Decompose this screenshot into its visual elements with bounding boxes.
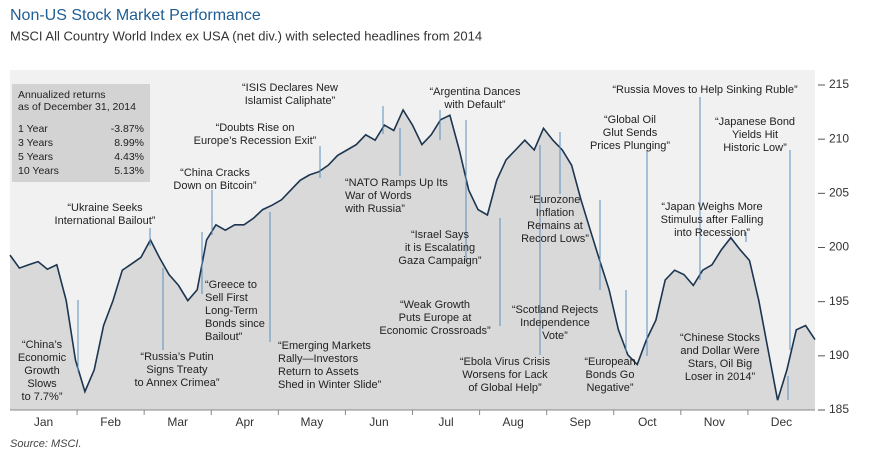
annotation: of Global Help” xyxy=(468,382,542,394)
y-tick-label: 210 xyxy=(829,131,849,145)
annotation: Long-Term xyxy=(205,305,258,317)
x-tick-label: Jan xyxy=(34,415,53,429)
annotation: Vote” xyxy=(542,330,568,342)
inset-label: 5 Years xyxy=(18,151,53,163)
annotation: Islamist Caliphate” xyxy=(245,95,336,107)
annotation: “Weak Growth xyxy=(400,299,470,311)
annotation: Shed in Winter Slide” xyxy=(278,379,382,391)
inset-title: as of December 31, 2014 xyxy=(18,101,136,113)
x-tick-label: May xyxy=(301,415,324,429)
annotation: Down on Bitcoin” xyxy=(173,180,256,192)
annotation: Economic xyxy=(18,352,67,364)
annotation: with Russia” xyxy=(344,203,405,215)
annotation: “Emerging Markets xyxy=(278,340,371,352)
annotation: Historic Low” xyxy=(723,142,787,154)
x-tick-label: Dec xyxy=(771,415,792,429)
annotation: “Japan Weighs More xyxy=(661,201,762,213)
annotation: into Recession” xyxy=(674,227,750,239)
annotation: Rally—Investors xyxy=(278,353,359,365)
x-tick-label: Oct xyxy=(638,415,657,429)
x-tick-label: Mar xyxy=(167,415,188,429)
inset-title: Annualized returns xyxy=(18,89,106,101)
x-tick-label: Jul xyxy=(438,415,453,429)
chart-subtitle: MSCI All Country World Index ex USA (net… xyxy=(10,28,482,43)
annotation: “Greece to xyxy=(205,279,257,291)
annotation: “Russia Moves to Help Sinking Ruble” xyxy=(612,84,798,96)
chart-title: Non-US Stock Market Performance xyxy=(10,7,261,24)
inset-value: 4.43% xyxy=(114,151,144,163)
x-tick-label: Aug xyxy=(502,415,523,429)
annotation: Prices Plunging” xyxy=(590,140,670,152)
annotation: “ISIS Declares New xyxy=(242,82,338,94)
annotation: Slows xyxy=(27,378,57,390)
annotation: Yields Hit xyxy=(732,129,778,141)
inset-box xyxy=(12,84,150,182)
annotation: it is Escalating xyxy=(405,242,475,254)
annotation: Bonds Go xyxy=(586,369,635,381)
line xyxy=(9,108,816,401)
annotation: “Russia’s Putin xyxy=(140,351,213,363)
annotation: Negative” xyxy=(586,382,633,394)
y-tick-label: 195 xyxy=(829,294,849,308)
annotation: “Ukraine Seeks xyxy=(67,202,143,214)
annotation: Puts Europe at xyxy=(399,312,472,324)
annotation: to 7.7%” xyxy=(22,391,63,403)
annotation: Economic Crossroads” xyxy=(379,325,491,337)
x-tick-label: Apr xyxy=(235,415,254,429)
annotation: “Doubts Rise on xyxy=(216,122,295,134)
annotation: Remains at xyxy=(527,220,583,232)
annotation: “Eurozone xyxy=(530,194,581,206)
x-tick-label: Jun xyxy=(369,415,388,429)
annotation: Sell First xyxy=(205,292,248,304)
annotation: Bonds since xyxy=(205,318,265,330)
annotation: Europe’s Recession Exit” xyxy=(194,135,317,147)
y-tick-label: 205 xyxy=(829,186,849,200)
annotation: Stars, Oil Big xyxy=(688,358,752,370)
inset-value: 8.99% xyxy=(114,137,144,149)
annotation: “European xyxy=(584,356,635,368)
y-tick-label: 185 xyxy=(829,402,849,416)
annotation: “Japanese Bond xyxy=(715,116,795,128)
x-tick-label: Feb xyxy=(100,415,121,429)
y-tick-label: 190 xyxy=(829,348,849,362)
annotation: “China Cracks xyxy=(180,167,250,179)
annotation: War of Words xyxy=(345,190,412,202)
annotation: Bailout” xyxy=(205,331,243,343)
annotation: and Dollar Were xyxy=(680,345,759,357)
annotation: “Israel Says xyxy=(411,229,470,241)
annotation: Glut Sends xyxy=(603,127,658,139)
annotation: “China’s xyxy=(22,339,63,351)
y-tick-label: 215 xyxy=(829,77,849,91)
annotation: Return to Assets xyxy=(278,366,359,378)
annotation: Independence xyxy=(520,317,590,329)
inset-label: 3 Years xyxy=(18,137,53,149)
source: Source: MSCI. xyxy=(10,438,82,450)
annotation: to Annex Crimea” xyxy=(135,377,220,389)
annotation: “Chinese Stocks xyxy=(680,332,761,344)
annotation: with Default” xyxy=(443,99,505,111)
inset-label: 10 Years xyxy=(18,165,59,177)
annotation: Growth xyxy=(24,365,59,377)
annotation: “Argentina Dances xyxy=(429,86,521,98)
annotation: Gaza Campaign” xyxy=(398,255,481,267)
inset-label: 1 Year xyxy=(18,123,48,135)
inset-value: 5.13% xyxy=(114,165,144,177)
annotation: “Ebola Virus Crisis xyxy=(460,356,551,368)
annotation: Record Lows” xyxy=(521,233,589,245)
annotation: Worsens for Lack xyxy=(462,369,548,381)
area xyxy=(10,109,815,411)
annotation: Loser in 2014” xyxy=(685,371,756,383)
annotation: Stimulus after Falling xyxy=(661,214,764,226)
annotation: Signs Treaty xyxy=(146,364,208,376)
annotation: “Scotland Rejects xyxy=(512,304,599,316)
x-tick-label: Sep xyxy=(570,415,592,429)
annotation: “NATO Ramps Up Its xyxy=(345,177,448,189)
y-tick-label: 200 xyxy=(829,240,849,254)
annotation: “Global Oil xyxy=(604,114,656,126)
inset-value: -3.87% xyxy=(111,123,144,135)
annotation: International Bailout” xyxy=(55,215,156,227)
annotation: Inflation xyxy=(536,207,575,219)
x-tick-label: Nov xyxy=(704,415,725,429)
